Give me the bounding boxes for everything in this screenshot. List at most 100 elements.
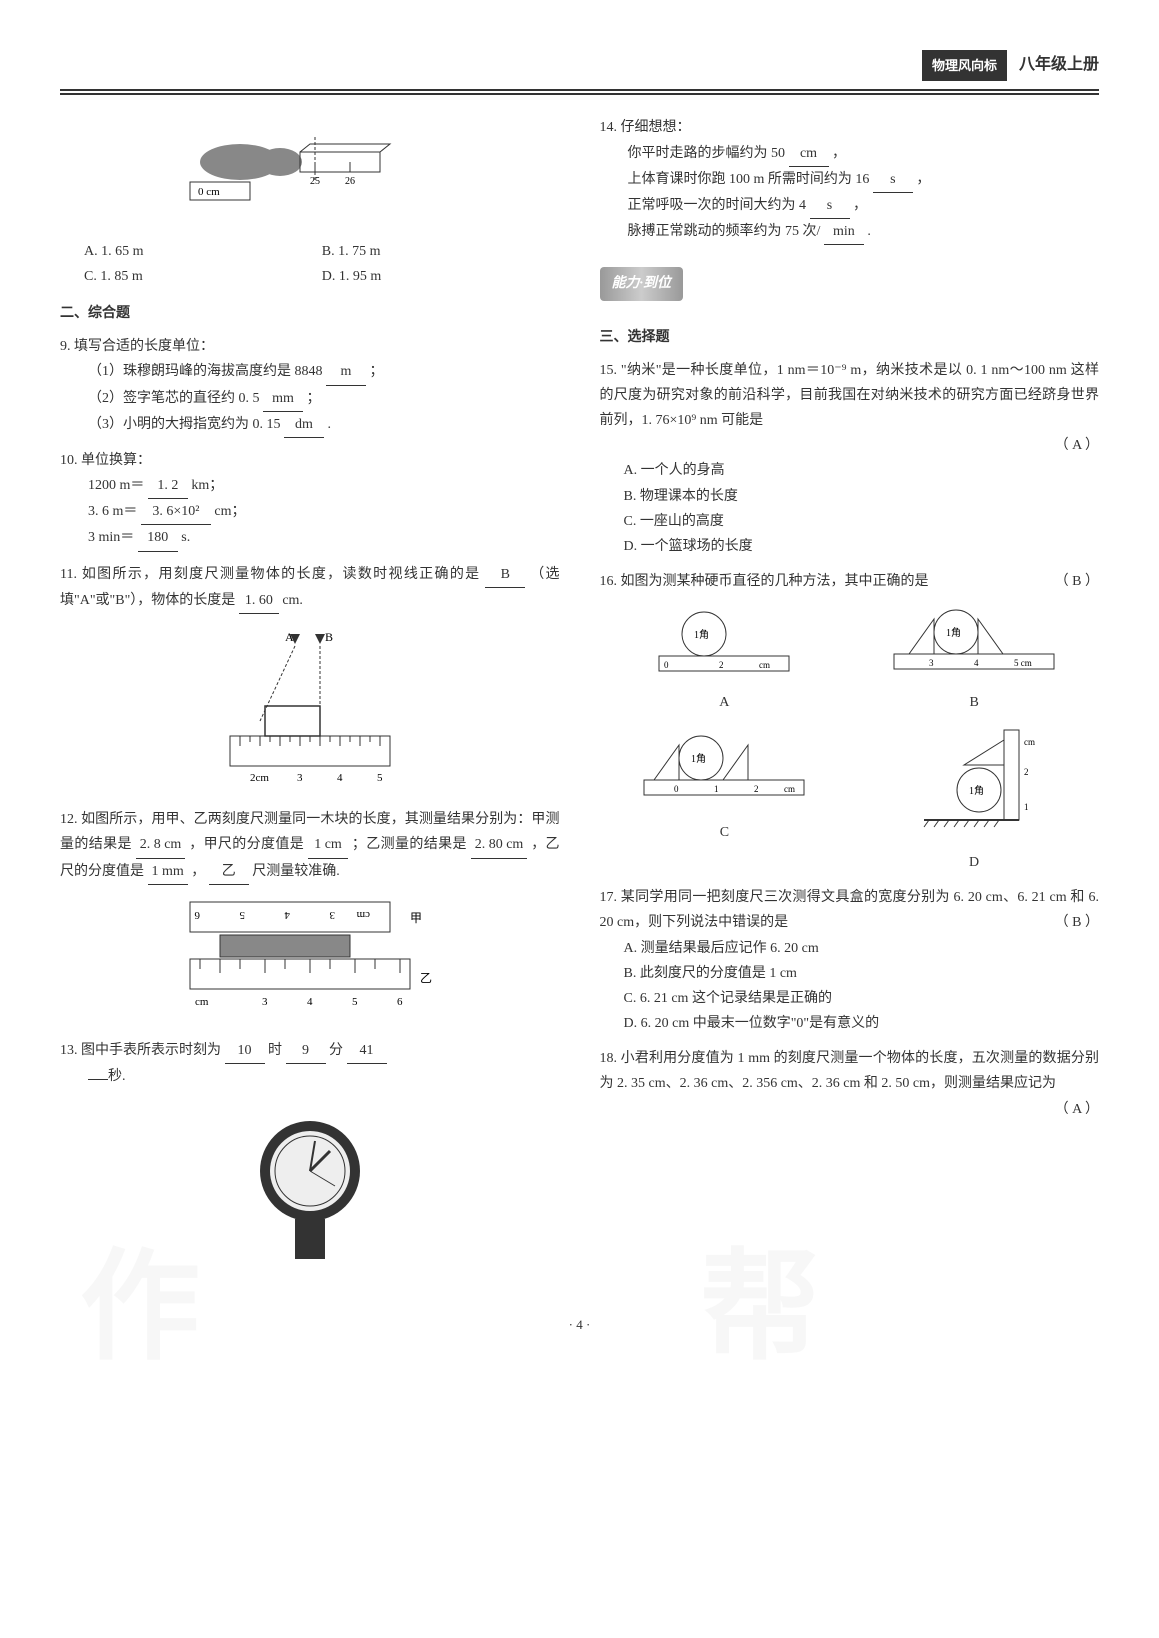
svg-text:5: 5 (377, 772, 383, 784)
option-d: D. 1. 95 m (322, 264, 560, 289)
q14-l2a: s (873, 167, 913, 193)
grade-label: 八年级上册 (1019, 51, 1099, 80)
q14: 14. 仔细想想： 你平时走路的步幅约为 50 cm ， 上体育课时你跑 100… (600, 115, 1100, 245)
q17-d: D. 6. 20 cm 中最末一位数字"0"是有意义的 (624, 1011, 1100, 1036)
svg-text:26: 26 (345, 176, 355, 187)
q13: 13. 图中手表所表示时刻为 10 时 9 分 41 秒. (60, 1038, 560, 1089)
page-number: · 4 · (60, 1313, 1099, 1336)
svg-text:cm: cm (784, 784, 795, 794)
svg-text:3: 3 (262, 996, 268, 1008)
svg-text:cm: cm (195, 996, 209, 1008)
q13-s: 41 (347, 1038, 387, 1064)
q12-t3: ；乙测量的结果是 (352, 837, 467, 852)
q12-a2: 1 cm (308, 832, 348, 858)
q13-mu: 分 (329, 1043, 343, 1058)
q15-c: C. 一座山的高度 (624, 509, 1100, 534)
q9: 9. 填写合适的长度单位： （1）珠穆朗玛峰的海拔高度约是 8848 m ； （… (60, 334, 560, 438)
q15: 15. "纳米"是一种长度单位，1 nm＝10⁻⁹ m，纳米技术是以 0. 1 … (600, 358, 1100, 560)
q12: 12. 如图所示，用甲、乙两刻度尺测量同一木块的长度，其测量结果分别为：甲测量的… (60, 807, 560, 885)
q9-p3-pre: （3）小明的大拇指宽约为 0. 15 (88, 417, 281, 432)
page-header: 物理风向标 八年级上册 (60, 50, 1099, 95)
svg-text:1角: 1角 (969, 785, 984, 797)
q11-ans1: B (485, 562, 525, 588)
q12-figure: 6 5 4 3 cm 甲 cm 3 4 5 6 (60, 897, 560, 1026)
q15-ans: （ A ） (1055, 433, 1099, 458)
q15-a: A. 一个人的身高 (624, 458, 1100, 483)
svg-text:4: 4 (337, 772, 343, 784)
svg-text:6: 6 (194, 909, 200, 921)
svg-text:2: 2 (719, 660, 724, 670)
q8-options: A. 1. 65 m B. 1. 75 m C. 1. 85 m D. 1. 9… (60, 239, 560, 289)
q12-a4: 1 mm (148, 859, 188, 885)
q11-pre: 11. 如图所示，用刻度尺测量物体的长度，读数时视线正确的是 (60, 567, 481, 582)
svg-text:4: 4 (307, 996, 313, 1008)
svg-text:cm: cm (356, 909, 370, 921)
svg-text:3: 3 (329, 909, 335, 921)
q17-ans: （ B ） (1055, 910, 1099, 935)
left-column: 0 cm 25 26 A. 1. 65 m B. 1. 75 m C. 1. 8… (60, 115, 560, 1282)
section-3-title: 三、选择题 (600, 325, 1100, 350)
q17-text: 17. 某同学用同一把刻度尺三次测得文具盒的宽度分别为 6. 20 cm、6. … (600, 890, 1100, 930)
svg-text:2: 2 (1024, 767, 1029, 777)
svg-text:1: 1 (1024, 802, 1029, 812)
q16-opt-d: cm 2 1 1角 D (862, 725, 1087, 875)
option-c: C. 1. 85 m (84, 264, 322, 289)
q10-stem: 10. 单位换算： (60, 448, 560, 473)
svg-text:3: 3 (297, 772, 303, 784)
q17-a: A. 测量结果最后应记作 6. 20 cm (624, 936, 1100, 961)
q9-p1-ans: m (326, 359, 366, 385)
q9-p3-post: . (328, 417, 332, 432)
svg-text:1角: 1角 (694, 629, 709, 641)
q9-p2-post: ； (307, 391, 321, 406)
q10-l1-pre: 1200 m＝ (88, 478, 144, 493)
svg-text:2cm: 2cm (250, 772, 269, 784)
q14-l2p: 上体育课时你跑 100 m 所需时间约为 16 (628, 172, 870, 187)
q11-figure: A B 2cm 3 (60, 626, 560, 795)
q11: 11. 如图所示，用刻度尺测量物体的长度，读数时视线正确的是 B （选填"A"或… (60, 562, 560, 614)
q15-b: B. 物理课本的长度 (624, 484, 1100, 509)
q14-l3p: 正常呼吸一次的时间大约为 4 (628, 198, 807, 213)
q14-l4p: 脉搏正常跳动的频率约为 75 次/ (628, 224, 821, 239)
q16-lc: C (612, 820, 837, 845)
q9-stem: 9. 填写合适的长度单位： (60, 334, 560, 359)
svg-text:4: 4 (974, 658, 979, 668)
logo-badge: 物理风向标 (922, 50, 1007, 81)
svg-text:4: 4 (284, 909, 290, 921)
q10-l1-ans: 1. 2 (148, 473, 188, 499)
q11-post: cm. (282, 593, 303, 608)
svg-text:甲: 甲 (410, 911, 422, 925)
q8-figure: 0 cm 25 26 (60, 127, 560, 226)
q9-p1-post: ； (370, 364, 384, 379)
q13-m: 9 (286, 1038, 326, 1064)
q17-c: C. 6. 21 cm 这个记录结果是正确的 (624, 986, 1100, 1011)
content-columns: 0 cm 25 26 A. 1. 65 m B. 1. 75 m C. 1. 8… (60, 115, 1099, 1282)
svg-text:B: B (325, 630, 333, 644)
q9-p1-pre: （1）珠穆朗玛峰的海拔高度约是 8848 (88, 364, 323, 379)
q15-d: D. 一个篮球场的长度 (624, 534, 1100, 559)
q16-la: A (612, 690, 837, 715)
q13-pre: 13. 图中手表所表示时刻为 (60, 1043, 221, 1058)
q14-l2e: ， (916, 172, 930, 187)
q12-t6: 尺测量较准确. (252, 864, 340, 879)
svg-text:5: 5 (239, 909, 245, 921)
q12-t2: ，甲尺的分度值是 (189, 837, 304, 852)
svg-text:6: 6 (397, 996, 403, 1008)
q16-text: 16. 如图为测某种硬币直径的几种方法，其中正确的是 (600, 574, 929, 589)
q16-opt-b: 1角 3 4 5 cm B (862, 604, 1087, 714)
svg-text:2: 2 (754, 784, 759, 794)
right-column: 14. 仔细想想： 你平时走路的步幅约为 50 cm ， 上体育课时你跑 100… (600, 115, 1100, 1282)
q13-su: 秒. (108, 1069, 126, 1084)
q14-l4e: . (867, 224, 871, 239)
q13-figure (60, 1101, 560, 1270)
q16-lb: B (862, 690, 1087, 715)
svg-text:5: 5 (352, 996, 358, 1008)
q14-l3e: ， (853, 198, 867, 213)
svg-text:1角: 1角 (946, 627, 961, 639)
q9-p2-pre: （2）签字笔芯的直径约 0. 5 (88, 391, 260, 406)
q10-l1-post: km； (191, 478, 223, 493)
q17-b: B. 此刻度尺的分度值是 1 cm (624, 961, 1100, 986)
option-b: B. 1. 75 m (322, 239, 560, 264)
svg-text:1: 1 (714, 784, 719, 794)
section-2-title: 二、综合题 (60, 301, 560, 326)
q18-ans: （ A ） (1055, 1097, 1099, 1122)
